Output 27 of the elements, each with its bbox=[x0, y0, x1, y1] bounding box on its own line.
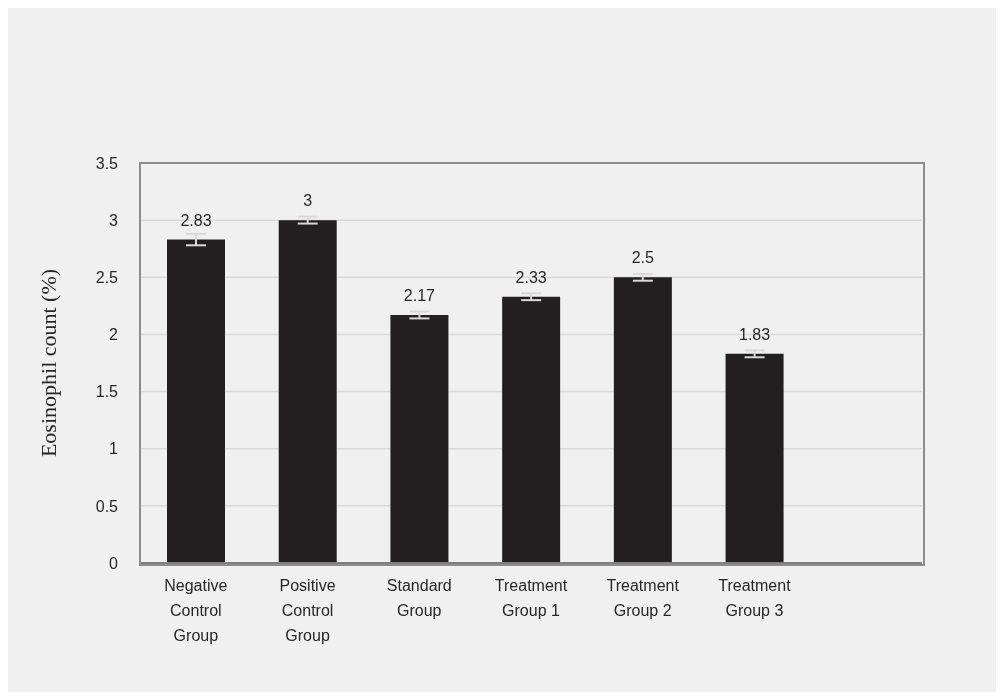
bar bbox=[502, 296, 561, 563]
data-label: 3 bbox=[303, 192, 313, 210]
bar bbox=[390, 315, 449, 563]
y-tick-label: 1 bbox=[109, 440, 119, 458]
x-tick-label: Treatment Group 2 bbox=[606, 577, 680, 619]
data-label: 2.17 bbox=[403, 287, 436, 304]
y-tick-label: 2 bbox=[109, 326, 119, 344]
bar bbox=[278, 220, 337, 563]
bar bbox=[613, 277, 672, 563]
y-tick-label: 0 bbox=[109, 554, 119, 572]
x-tick-label: Negative Control Group bbox=[164, 577, 228, 644]
x-tick-label: Positive Control Group bbox=[279, 577, 336, 644]
y-tick-label: 0.5 bbox=[95, 497, 119, 515]
data-label: 2.5 bbox=[631, 249, 655, 267]
y-tick-label: 3 bbox=[109, 211, 119, 229]
y-tick-label: 2.5 bbox=[95, 268, 119, 286]
data-label: 2.83 bbox=[180, 211, 212, 229]
data-label: 1.83 bbox=[739, 325, 771, 343]
bar bbox=[167, 239, 225, 563]
bar bbox=[725, 353, 784, 563]
y-tick-label: 3.5 bbox=[95, 154, 119, 172]
y-axis-title: Eosinophil count (%) bbox=[35, 268, 61, 458]
data-label: 2.33 bbox=[515, 268, 547, 286]
x-tick-label: Treatment Group 3 bbox=[718, 577, 792, 619]
x-tick-label: Standard Group bbox=[386, 577, 452, 619]
x-tick-label: Treatment Group 1 bbox=[494, 577, 568, 619]
y-tick-label: 1.5 bbox=[95, 383, 119, 401]
